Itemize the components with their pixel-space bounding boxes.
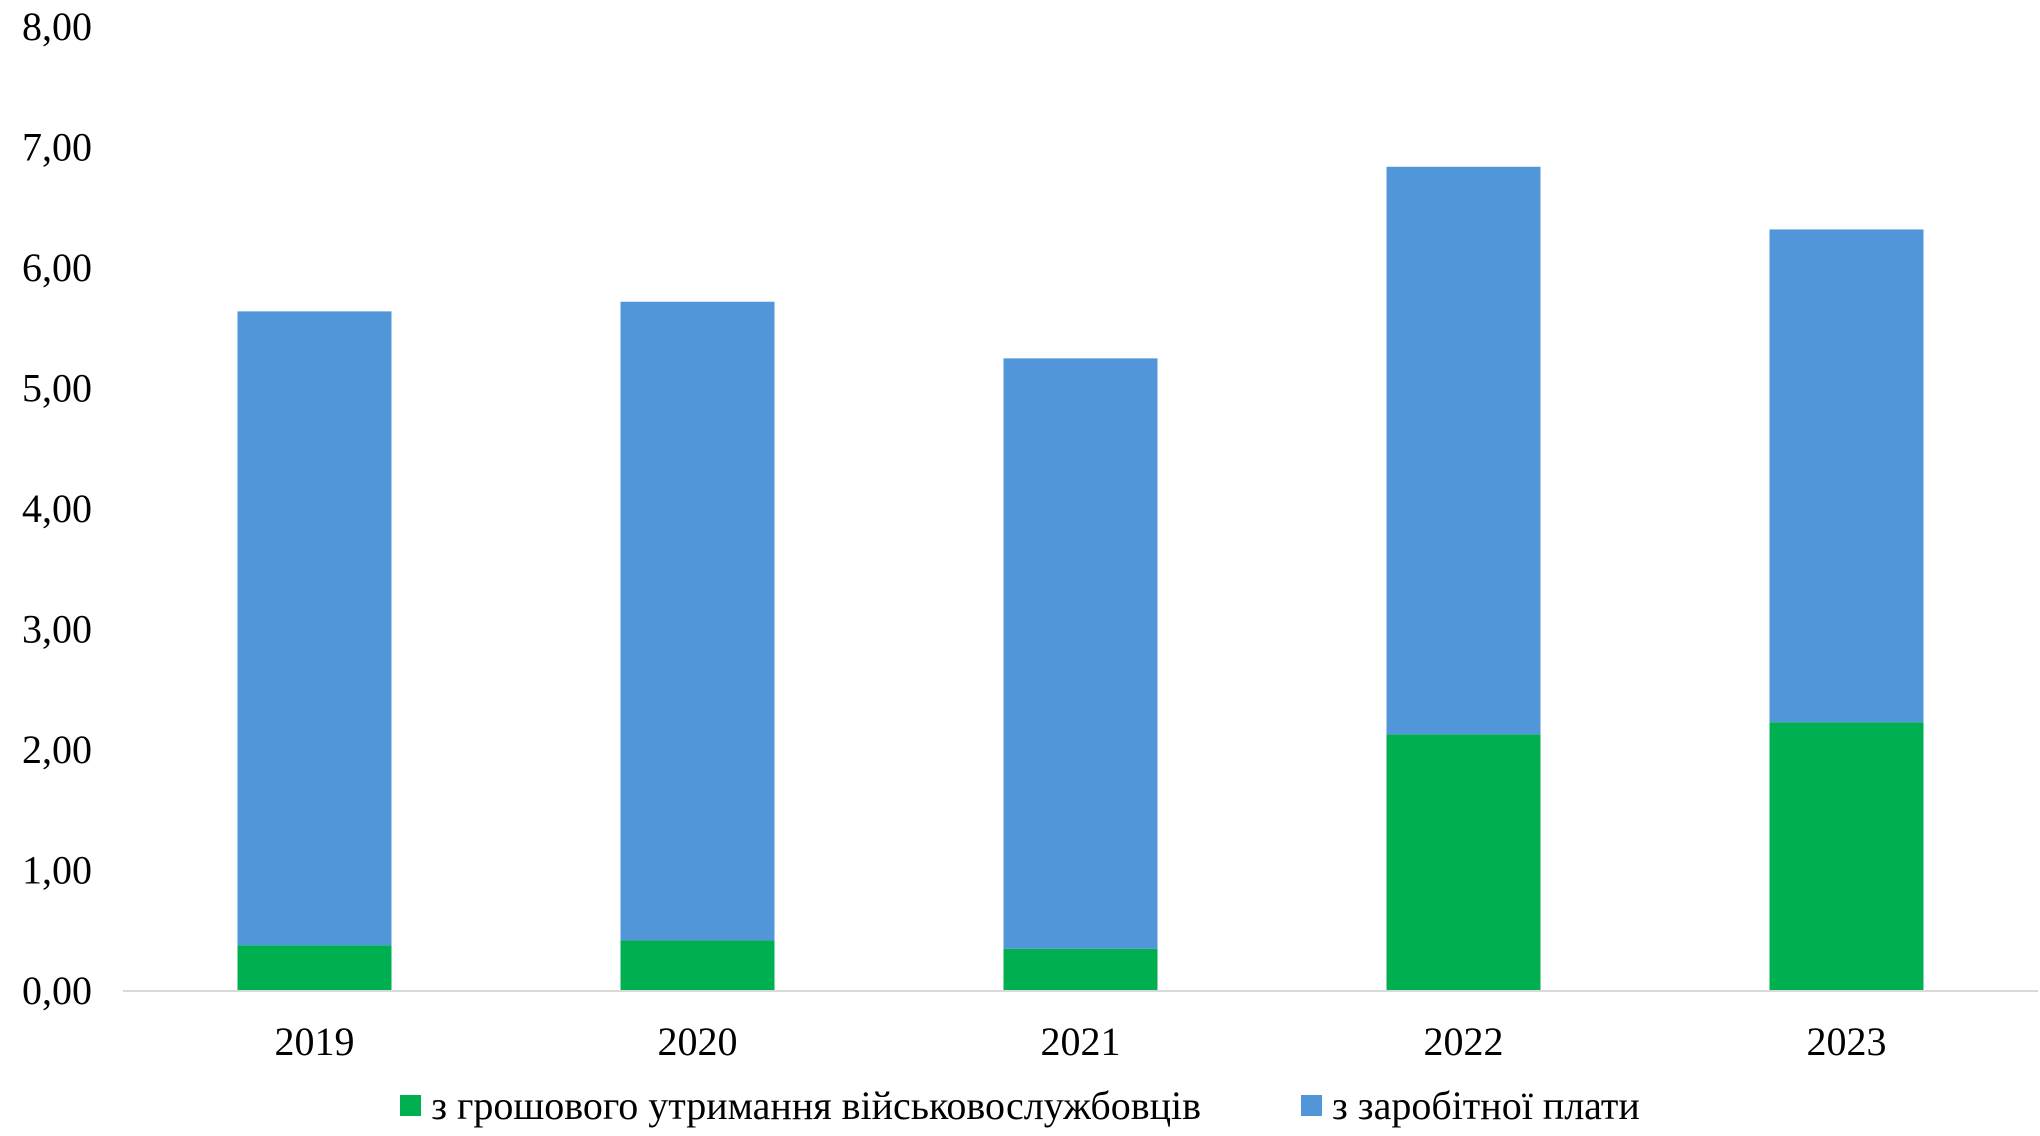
x-tick-label: 2022 (1424, 1019, 1504, 1064)
y-tick-label: 0,00 (22, 968, 92, 1013)
y-tick-label: 2,00 (22, 727, 92, 772)
bar-segment-military (1003, 948, 1158, 991)
x-tick-label: 2023 (1807, 1019, 1887, 1064)
y-tick-label: 6,00 (22, 245, 92, 290)
y-tick-label: 8,00 (22, 4, 92, 49)
legend-label-military: з грошового утримання військовослужбовці… (431, 1083, 1201, 1128)
bars (237, 166, 1924, 991)
chart-plot: 0,00 1,00 2,00 3,00 4,00 5,00 6,00 7,00 8,00 201… (22, 4, 2038, 1064)
legend-swatch-military (400, 1095, 422, 1116)
bar-segment-salary (1386, 166, 1541, 735)
y-tick-label: 5,00 (22, 366, 92, 411)
y-tick-label: 1,00 (22, 848, 92, 893)
legend-label-salary: з заробітної плати (1331, 1083, 1640, 1128)
legend-item-military: з грошового утримання військовослужбовці… (400, 1082, 1201, 1129)
y-tick-label: 7,00 (22, 125, 92, 170)
y-tick-label: 3,00 (22, 607, 92, 652)
x-tick-label: 2020 (658, 1019, 738, 1064)
legend-swatch-salary (1300, 1095, 1322, 1116)
x-axis: 2019 2020 2021 2022 2023 (275, 1019, 1887, 1064)
bar-segment-military (620, 940, 775, 991)
legend: з грошового утримання військовослужбовці… (0, 1082, 2040, 1129)
bar-segment-salary (1769, 229, 1924, 723)
bar-segment-salary (237, 311, 392, 946)
y-tick-label: 4,00 (22, 486, 92, 531)
x-tick-label: 2019 (275, 1019, 355, 1064)
legend-item-salary: з заробітної плати (1300, 1082, 1640, 1129)
bar-segment-military (1769, 722, 1924, 991)
bar-segment-military (1386, 734, 1541, 991)
x-tick-label: 2021 (1041, 1019, 1121, 1064)
y-axis: 0,00 1,00 2,00 3,00 4,00 5,00 6,00 7,00 8,00 (22, 4, 92, 1013)
bar-segment-military (237, 945, 392, 991)
bar-segment-salary (620, 301, 775, 941)
bar-segment-salary (1003, 358, 1158, 949)
